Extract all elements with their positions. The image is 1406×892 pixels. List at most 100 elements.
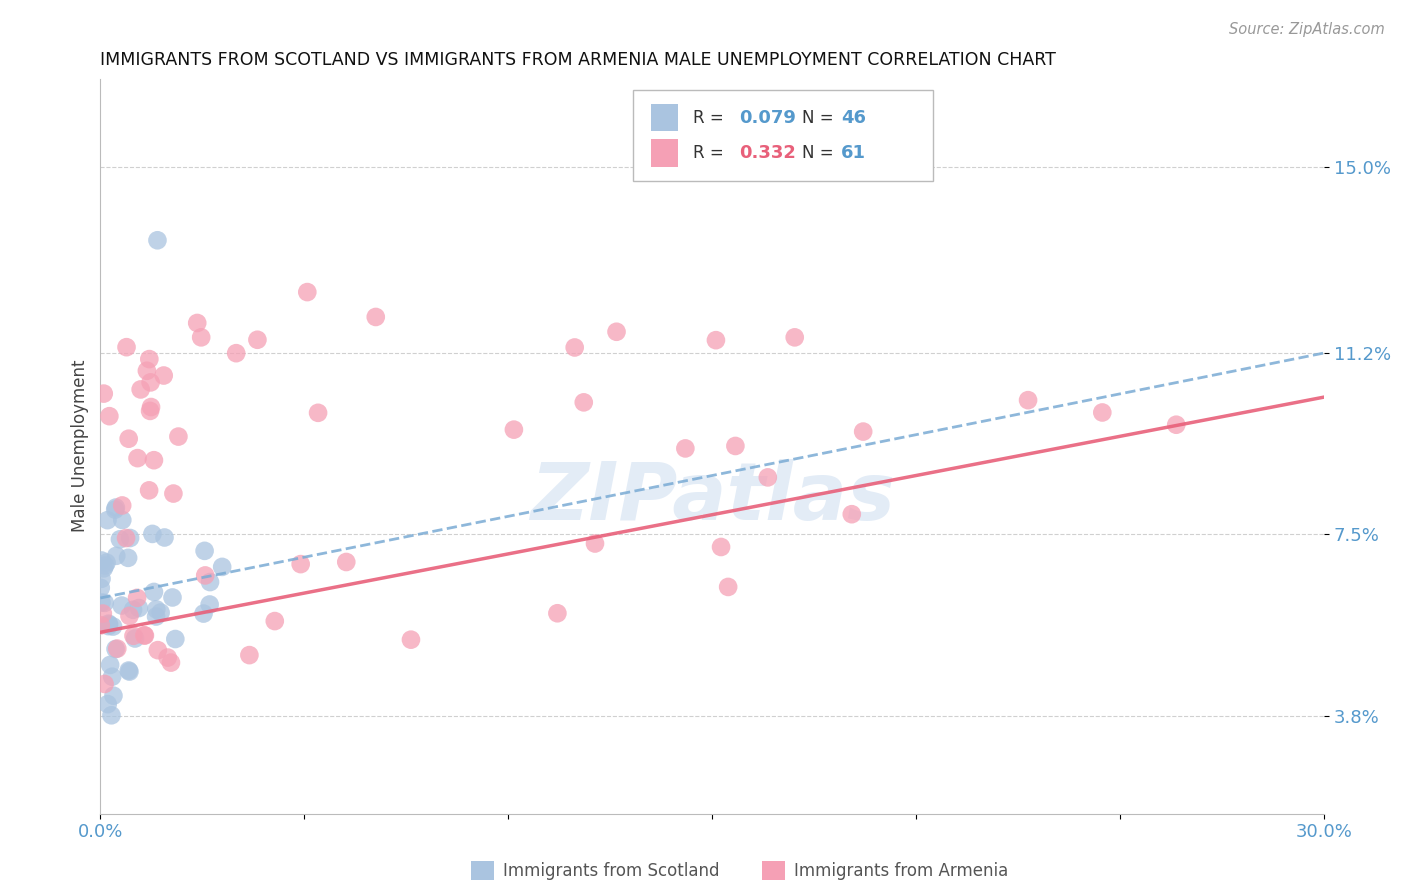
Point [307, 406, 329, 420]
Point [90, 581, 112, 595]
Point [96, 513, 118, 527]
FancyBboxPatch shape [633, 89, 932, 181]
Point [139, 400, 162, 414]
Point [145, 609, 167, 624]
Text: ZIPatlas: ZIPatlas [530, 458, 894, 536]
Point [97, 616, 120, 631]
Point [673, 442, 696, 456]
Point [162, 591, 184, 605]
Point [98, 409, 121, 424]
Point [238, 648, 260, 662]
Point [160, 656, 183, 670]
Point [118, 608, 141, 623]
Point [364, 310, 387, 324]
Point [194, 568, 217, 582]
Point [90, 595, 112, 609]
Point [103, 689, 125, 703]
Point [156, 650, 179, 665]
Point [135, 364, 157, 378]
Point [101, 670, 124, 684]
Point [145, 602, 167, 616]
Point [138, 352, 160, 367]
FancyBboxPatch shape [651, 103, 678, 131]
Point [94, 558, 117, 573]
Point [108, 533, 131, 547]
Text: N =: N = [801, 144, 834, 161]
Point [129, 383, 152, 397]
Point [91, 607, 114, 621]
Point [724, 439, 747, 453]
Point [290, 557, 312, 571]
Point [198, 598, 221, 612]
Point [246, 333, 269, 347]
Point [101, 619, 124, 633]
Point [127, 451, 149, 466]
Text: R =: R = [693, 109, 724, 127]
Point [186, 316, 208, 330]
Point [149, 606, 172, 620]
Point [852, 425, 875, 439]
Point [122, 629, 145, 643]
Point [125, 591, 148, 605]
Point [93, 386, 115, 401]
Point [546, 607, 568, 621]
Point [90, 553, 112, 567]
Point [704, 333, 727, 347]
Text: IMMIGRANTS FROM SCOTLAND VS IMMIGRANTS FROM ARMENIA MALE UNEMPLOYMENT CORRELATIO: IMMIGRANTS FROM SCOTLAND VS IMMIGRANTS F… [100, 51, 1056, 69]
Point [194, 544, 217, 558]
Point [104, 502, 127, 516]
Point [710, 540, 733, 554]
Point [190, 330, 212, 344]
Point [211, 560, 233, 574]
Text: 0.079: 0.079 [740, 109, 796, 127]
Point [297, 285, 319, 299]
Point [122, 603, 145, 617]
Point [153, 531, 176, 545]
FancyBboxPatch shape [651, 139, 678, 167]
Point [128, 601, 150, 615]
Point [111, 499, 134, 513]
Point [146, 233, 169, 247]
Point [105, 549, 128, 563]
Point [118, 432, 141, 446]
Point [142, 453, 165, 467]
Point [783, 330, 806, 344]
Point [104, 642, 127, 657]
Point [124, 632, 146, 646]
Point [118, 664, 141, 678]
Point [1091, 405, 1114, 419]
Point [225, 346, 247, 360]
Point [756, 470, 779, 484]
Point [93, 677, 115, 691]
Point [118, 665, 141, 679]
Point [198, 575, 221, 590]
Point [138, 483, 160, 498]
Text: 0.332: 0.332 [740, 144, 796, 161]
Point [139, 404, 162, 418]
Point [111, 599, 134, 613]
Text: 61: 61 [841, 144, 866, 161]
Point [93, 561, 115, 575]
Point [115, 531, 138, 545]
Point [583, 536, 606, 550]
Point [104, 500, 127, 515]
Point [572, 395, 595, 409]
Point [152, 368, 174, 383]
Point [90, 618, 112, 632]
Text: N =: N = [801, 109, 834, 127]
Point [97, 697, 120, 711]
Point [335, 555, 357, 569]
Text: Immigrants from Armenia: Immigrants from Armenia [794, 862, 1008, 880]
Point [142, 585, 165, 599]
Point [115, 340, 138, 354]
Point [93, 596, 115, 610]
Text: 46: 46 [841, 109, 866, 127]
Point [263, 614, 285, 628]
Point [399, 632, 422, 647]
Point [146, 643, 169, 657]
Point [162, 486, 184, 500]
Point [117, 550, 139, 565]
Point [134, 628, 156, 642]
Y-axis label: Male Unemployment: Male Unemployment [72, 359, 89, 533]
Point [503, 423, 526, 437]
